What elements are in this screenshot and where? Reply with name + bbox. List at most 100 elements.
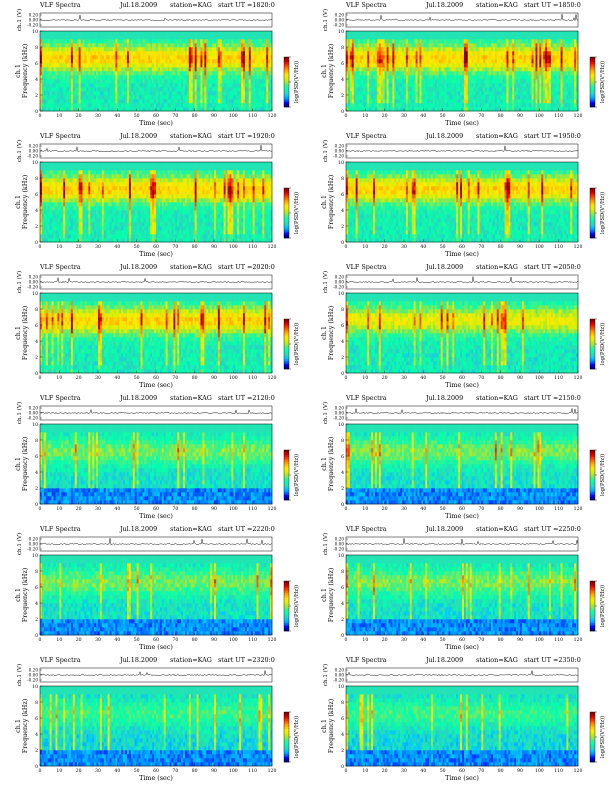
spectrogram-cell [423, 67, 426, 72]
spectrogram-cell [260, 75, 263, 80]
spectrogram-cell [161, 47, 165, 52]
x-tick-label: 50 [440, 113, 446, 119]
spectrogram-cell [244, 87, 248, 92]
spectrogram-cell [181, 31, 184, 36]
spectrogram-cell [194, 47, 197, 52]
spectrogram-cell [465, 47, 469, 52]
spectrogram-cell [405, 95, 409, 100]
spectrogram-cell [264, 71, 267, 76]
spectrogram-cell [169, 47, 172, 52]
spectrogram-cell [156, 103, 159, 108]
spectrogram-cell [225, 43, 228, 48]
spectrogram-cell [221, 59, 224, 64]
spectrogram-cell [508, 79, 511, 84]
spectrogram-cell [185, 43, 188, 48]
spectrogram-cell [165, 31, 168, 36]
spectrogram-cell [175, 71, 178, 76]
spectrogram-cell [508, 43, 511, 48]
spectrogram-cell [237, 31, 240, 36]
spectrogram-cell [506, 103, 509, 108]
spectrogram-cell [96, 71, 99, 76]
spectrogram-cell [254, 99, 257, 104]
spectrogram-cell [123, 107, 126, 112]
spectrogram-cell [361, 99, 364, 104]
spectrogram-cell [223, 103, 226, 108]
spectrogram-cell [167, 63, 170, 68]
colorbar-swatch [284, 63, 289, 66]
spectrogram-cell [373, 55, 376, 60]
spectrogram-cell [41, 83, 45, 88]
spectrogram-cell [231, 63, 234, 68]
spectrogram-cell [146, 35, 149, 40]
spectrogram-cell [369, 71, 372, 76]
spectrogram-cell [404, 31, 407, 36]
spectrogram-cell [396, 31, 399, 36]
spectrogram-cell [94, 67, 97, 72]
spectrogram-cell [223, 51, 226, 56]
spectrogram-cell [487, 87, 490, 92]
spectrogram-cell [471, 35, 474, 40]
spectrogram-cell [177, 95, 180, 100]
spectrogram-cell [518, 83, 521, 88]
spectrogram-cell [454, 83, 457, 88]
spectrogram-cell [270, 47, 273, 52]
spectrogram-cell [204, 59, 207, 64]
spectrogram-cell [541, 55, 544, 60]
spectrogram-cell [256, 63, 259, 68]
spectrogram-cell [506, 83, 509, 88]
spectrogram-cell [440, 99, 443, 104]
spectrogram-cell [525, 59, 529, 64]
spectrogram-cell [270, 59, 273, 64]
spectrogram-cell [415, 87, 418, 92]
spectrogram-cell [442, 79, 445, 84]
spectrogram-cell [417, 79, 420, 84]
spectrogram-cell [450, 39, 453, 44]
spectrogram-cell [510, 59, 513, 64]
spectrogram-cell [88, 55, 91, 60]
spectrogram-cell [405, 67, 409, 72]
spectrogram-cell [96, 103, 99, 108]
spectrogram-cell [433, 87, 436, 92]
spectrogram-cell [252, 75, 255, 80]
spectrogram-cell [123, 31, 126, 36]
spectrogram-cell [380, 59, 384, 64]
spectrogram-cell [221, 63, 224, 68]
spectrogram-cell [148, 87, 151, 92]
spectrogram-cell [136, 43, 139, 48]
spectrogram-cell [357, 107, 360, 112]
spectrogram-cell [248, 51, 252, 56]
spectrogram-cell [103, 91, 107, 96]
spectrogram-cell [69, 79, 72, 84]
spectrogram-cell [446, 35, 449, 40]
spectrogram-cell [529, 39, 532, 44]
spectrogram-cell [47, 31, 50, 36]
spectrogram-cell [423, 71, 426, 76]
spectrogram-cell [413, 47, 416, 52]
spectrogram-cell [518, 95, 521, 100]
spectrogram-cell [396, 55, 399, 60]
spectrogram-cell [446, 107, 449, 112]
spectrogram-cell [521, 71, 525, 76]
spectrogram-cell [231, 51, 234, 56]
spectrogram-cell [74, 79, 78, 84]
spectrogram-cell [392, 55, 395, 60]
spectrogram-cell [134, 39, 137, 44]
spectrogram-cell [243, 103, 246, 108]
spectrogram-cell [121, 95, 124, 100]
spectrogram-cell [450, 99, 453, 104]
spectrogram-cell [192, 55, 195, 60]
spectrogram-cell [527, 35, 530, 40]
spectrogram-cell [61, 67, 64, 72]
spectrogram-cell [231, 99, 234, 104]
spectrogram-cell [390, 75, 393, 80]
colorbar-swatch [284, 83, 289, 86]
spectrogram-cell [562, 51, 565, 56]
spectrogram-cell [427, 43, 430, 48]
colorbar-swatch [284, 100, 289, 103]
spectrogram-cell [390, 95, 393, 100]
spectrogram-cell [152, 103, 155, 108]
spectrogram-cell [167, 59, 170, 64]
spectrogram-cell [357, 99, 360, 104]
spectrogram-cell [163, 107, 166, 112]
spectrogram-cell [63, 47, 66, 52]
